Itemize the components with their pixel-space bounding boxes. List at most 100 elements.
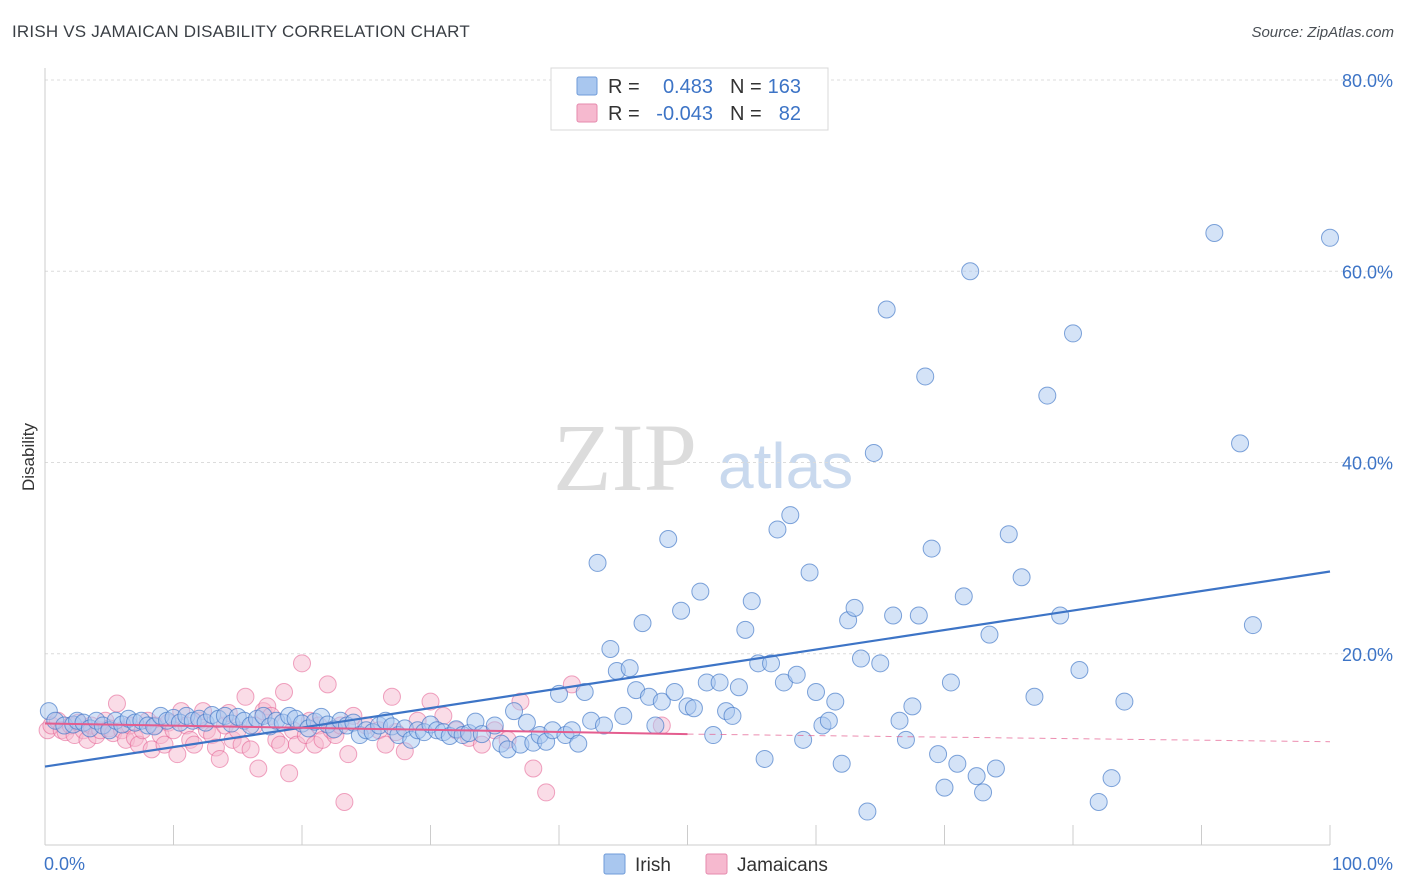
irish-point <box>1012 568 1031 587</box>
irish-point <box>948 754 967 773</box>
irish-point <box>485 716 504 735</box>
x-tick-label: 0.0% <box>44 854 85 874</box>
jamaican-point <box>280 764 299 783</box>
irish-point <box>819 711 838 730</box>
irish-point <box>684 699 703 718</box>
irish-point <box>781 506 800 525</box>
irish-point <box>922 539 941 558</box>
irish-point <box>1051 606 1070 625</box>
irish-r-value: 0.483 <box>663 76 713 98</box>
stats-legend: R = 0.483 N = 163 R = -0.043 N = 82 <box>550 67 829 131</box>
jamaican-legend-swatch <box>576 103 598 123</box>
y-axis-label: Disability <box>19 422 38 491</box>
irish-trend-line <box>44 570 1331 768</box>
irish-point <box>864 443 883 462</box>
irish-point <box>755 749 774 768</box>
jamaican-point <box>236 687 255 706</box>
jamaican-r-value: -0.043 <box>656 103 713 125</box>
irish-point <box>1115 692 1134 711</box>
irish-point <box>980 625 999 644</box>
irish-point <box>672 601 691 620</box>
legend-irish-swatch <box>603 853 626 875</box>
axes <box>44 68 1331 846</box>
jamaican-point <box>293 654 311 673</box>
irish-point <box>935 778 954 797</box>
irish-point <box>614 706 633 725</box>
irish-point <box>652 692 671 711</box>
irish-point <box>1321 228 1339 247</box>
legend-irish-label: Irish <box>635 855 671 876</box>
jamaican-r-label: R = <box>608 103 640 125</box>
irish-point <box>896 730 915 749</box>
jamaican-point <box>339 745 358 764</box>
y-tick-label: 40.0% <box>1342 454 1393 474</box>
irish-point <box>986 759 1005 778</box>
irish-point <box>845 598 864 617</box>
jamaican-point <box>537 783 556 802</box>
irish-point <box>787 665 806 684</box>
series-legend: Irish Jamaicans <box>603 853 828 876</box>
x-tick-labels: 0.0% 100.0% <box>44 854 1393 874</box>
jamaican-point <box>210 749 229 768</box>
irish-point <box>620 659 639 678</box>
trend-lines <box>44 570 1331 768</box>
irish-point <box>877 300 896 319</box>
irish-point <box>954 587 973 606</box>
watermark-atlas: atlas <box>718 430 853 502</box>
gridlines <box>45 79 1392 655</box>
irish-point <box>1102 769 1121 788</box>
irish-point <box>851 649 870 668</box>
irish-point <box>1231 434 1250 453</box>
watermark: ZIP atlas <box>553 404 853 511</box>
irish-point <box>807 683 825 701</box>
jamaican-point <box>421 692 440 711</box>
irish-point <box>929 745 948 764</box>
legend-jamaican-swatch <box>705 853 728 875</box>
irish-point <box>601 639 620 658</box>
irish-point <box>517 713 536 732</box>
irish-point <box>884 606 903 625</box>
irish-point <box>1038 386 1057 405</box>
irish-point <box>1089 792 1108 811</box>
source-label: Source: ZipAtlas.com <box>1251 24 1394 41</box>
jamaican-point <box>271 735 290 754</box>
irish-point <box>909 606 928 625</box>
legend-jamaican-label: Jamaicans <box>737 855 828 876</box>
chart-title: IRISH VS JAMAICAN DISABILITY CORRELATION… <box>12 22 470 41</box>
jamaican-n-value: 82 <box>779 103 801 125</box>
irish-point <box>1205 224 1224 242</box>
irish-point <box>941 673 960 692</box>
irish-point <box>1064 324 1082 343</box>
irish-points <box>39 224 1339 821</box>
jamaican-point <box>382 687 401 706</box>
irish-point <box>826 692 845 711</box>
jamaican-point <box>524 759 543 778</box>
irish-point <box>832 754 851 773</box>
irish-point <box>961 262 980 281</box>
jamaican-point <box>107 694 126 713</box>
irish-point <box>729 678 748 697</box>
x-tick-label: 100.0% <box>1332 854 1393 874</box>
irish-point <box>768 520 787 539</box>
irish-point <box>762 654 781 673</box>
irish-point <box>800 563 819 582</box>
irish-point <box>967 767 986 786</box>
y-tick-label: 20.0% <box>1342 645 1393 665</box>
irish-point <box>871 654 890 673</box>
irish-legend-swatch <box>576 76 598 96</box>
y-tick-label: 80.0% <box>1342 71 1393 91</box>
irish-point <box>1070 661 1089 680</box>
irish-point <box>1243 616 1262 635</box>
jamaican-trend-extension <box>687 733 1331 743</box>
irish-point <box>633 614 652 633</box>
jamaican-point <box>249 759 268 778</box>
jamaican-point <box>376 735 395 754</box>
irish-point <box>890 711 909 730</box>
irish-point <box>710 673 729 692</box>
irish-point <box>974 783 993 802</box>
y-tick-label: 60.0% <box>1342 262 1393 282</box>
y-tick-labels: 20.0% 40.0% 60.0% 80.0% <box>1342 71 1393 665</box>
irish-point <box>659 530 678 548</box>
watermark-zip: ZIP <box>553 404 697 511</box>
